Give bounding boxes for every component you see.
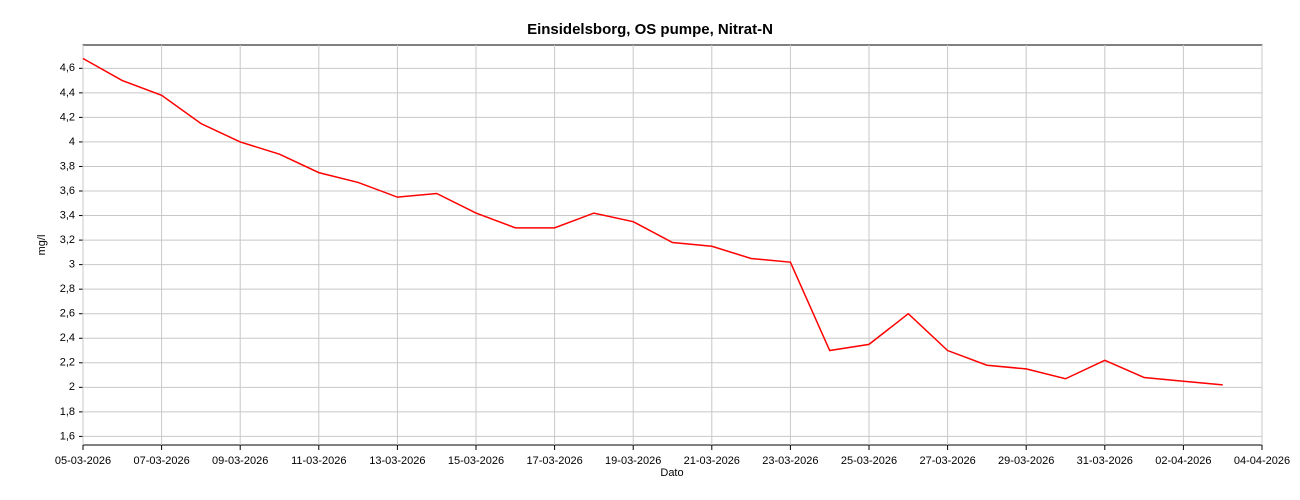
x-tick-label: 23-03-2026 [762,455,818,467]
y-axis-label: mg/l [36,235,48,256]
y-tick-label: 4,6 [60,62,75,74]
y-tick-label: 2,4 [60,332,75,344]
x-tick-label: 13-03-2026 [369,455,425,467]
y-tick-label: 4,4 [60,87,75,99]
x-tick-label: 19-03-2026 [605,455,661,467]
y-tick-label: 3,6 [60,185,75,197]
y-tick-label: 3,2 [60,234,75,246]
y-tick-label: 1,6 [60,430,75,442]
data-line [82,57,1223,386]
x-tick-label: 02-04-2026 [1155,455,1211,467]
x-tick-label: 09-03-2026 [212,455,268,467]
chart-title: Einsidelsborg, OS pumpe, Nitrat-N [527,21,773,38]
plot-frame [82,44,1263,446]
y-tick-label: 2,2 [60,357,75,369]
x-tick-label: 05-03-2026 [55,455,111,467]
x-tick-label: 21-03-2026 [684,455,740,467]
x-tick-label: 29-03-2026 [998,455,1054,467]
x-tick-label: 17-03-2026 [526,455,582,467]
x-tick-label: 11-03-2026 [291,455,346,467]
x-tick-label: 27-03-2026 [919,455,975,467]
x-tick-label: 04-04-2026 [1234,455,1290,467]
y-tick-label: 2,6 [60,308,75,320]
y-tick-label: 4 [69,136,75,148]
y-tick-label: 2 [69,381,75,393]
x-axis-label: Dato [660,467,683,479]
y-tick-label: 1,8 [60,406,75,418]
x-tick-label: 25-03-2026 [841,455,897,467]
x-tick-label: 07-03-2026 [133,455,189,467]
y-tick-label: 4,2 [60,111,75,123]
y-tick-label: 2,8 [60,283,75,295]
y-tick-label: 3 [69,259,75,271]
x-tick-label: 31-03-2026 [1077,455,1133,467]
x-tick-label: 15-03-2026 [448,455,504,467]
y-tick-label: 3,4 [60,209,75,221]
y-tick-label: 3,8 [60,160,75,172]
